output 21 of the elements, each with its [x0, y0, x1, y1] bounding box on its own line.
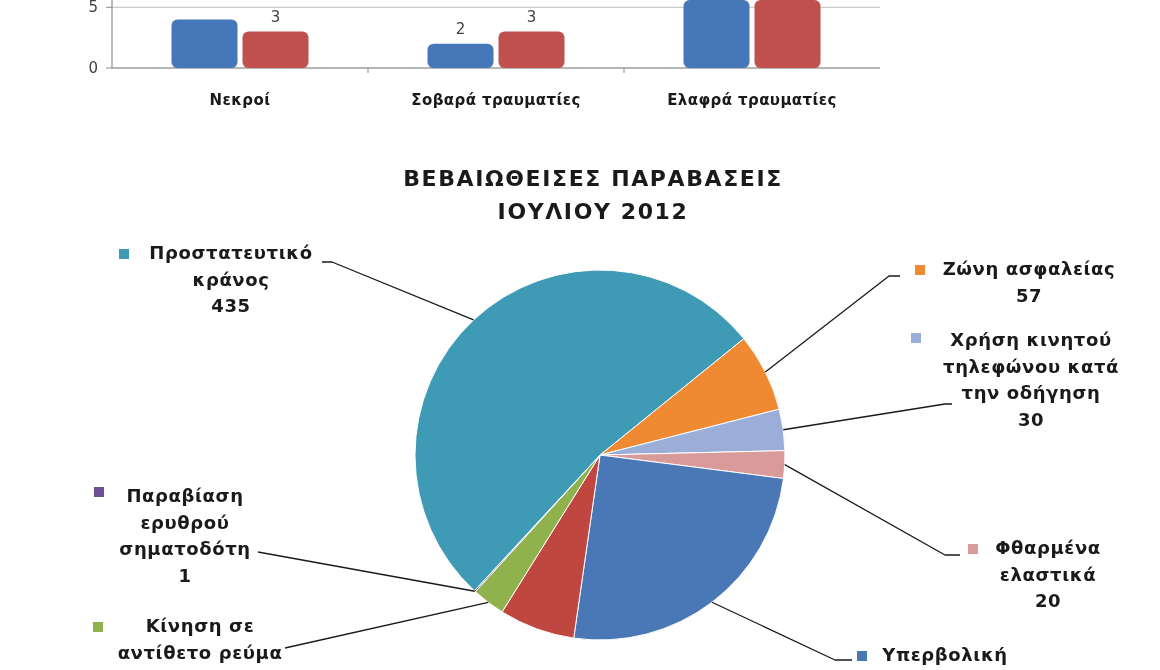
x-tick-label: Νεκροί — [209, 90, 271, 109]
x-tick-label: Ελαφρά τραυματίες — [667, 90, 837, 109]
legend-label: Κίνηση σε αντίθετο ρεύμα — [117, 615, 283, 663]
legend-label: Φθαρμένα ελαστικά — [995, 537, 1101, 585]
legend-label: Προστατευτικό κράνος — [149, 242, 313, 290]
y-tick-label: 0 — [88, 58, 98, 77]
data-label: 3 — [526, 7, 537, 26]
x-tick-label: Σοβαρά τραυματίες — [411, 90, 581, 109]
data-label: 57 — [1015, 284, 1043, 306]
legend-label: Ζώνη ασφαλείας — [942, 258, 1116, 279]
data-label: 20 — [1034, 590, 1062, 611]
data-label: 435 — [211, 295, 251, 316]
data-label: 1 — [178, 564, 192, 586]
chart-title: ΒΕΒΑΙΩΘΕΙΣΕΣ ΠΑΡΑΒΑΣΕΙΣ ΙΟΥΛΙΟΥ 2012 — [403, 166, 783, 224]
data-label: 30 — [1017, 408, 1045, 430]
data-label: 3 — [270, 7, 281, 26]
data-label: 2 — [455, 19, 466, 38]
legend-label: Παραβίαση ερυθρού σηματοδότη — [119, 485, 251, 559]
legend-label: Υπερβολική — [881, 644, 1008, 665]
legend-label: Χρήση κινητού τηλεφώνου κατά την οδήγηση — [943, 329, 1119, 403]
y-tick-label: 5 — [88, 0, 98, 16]
